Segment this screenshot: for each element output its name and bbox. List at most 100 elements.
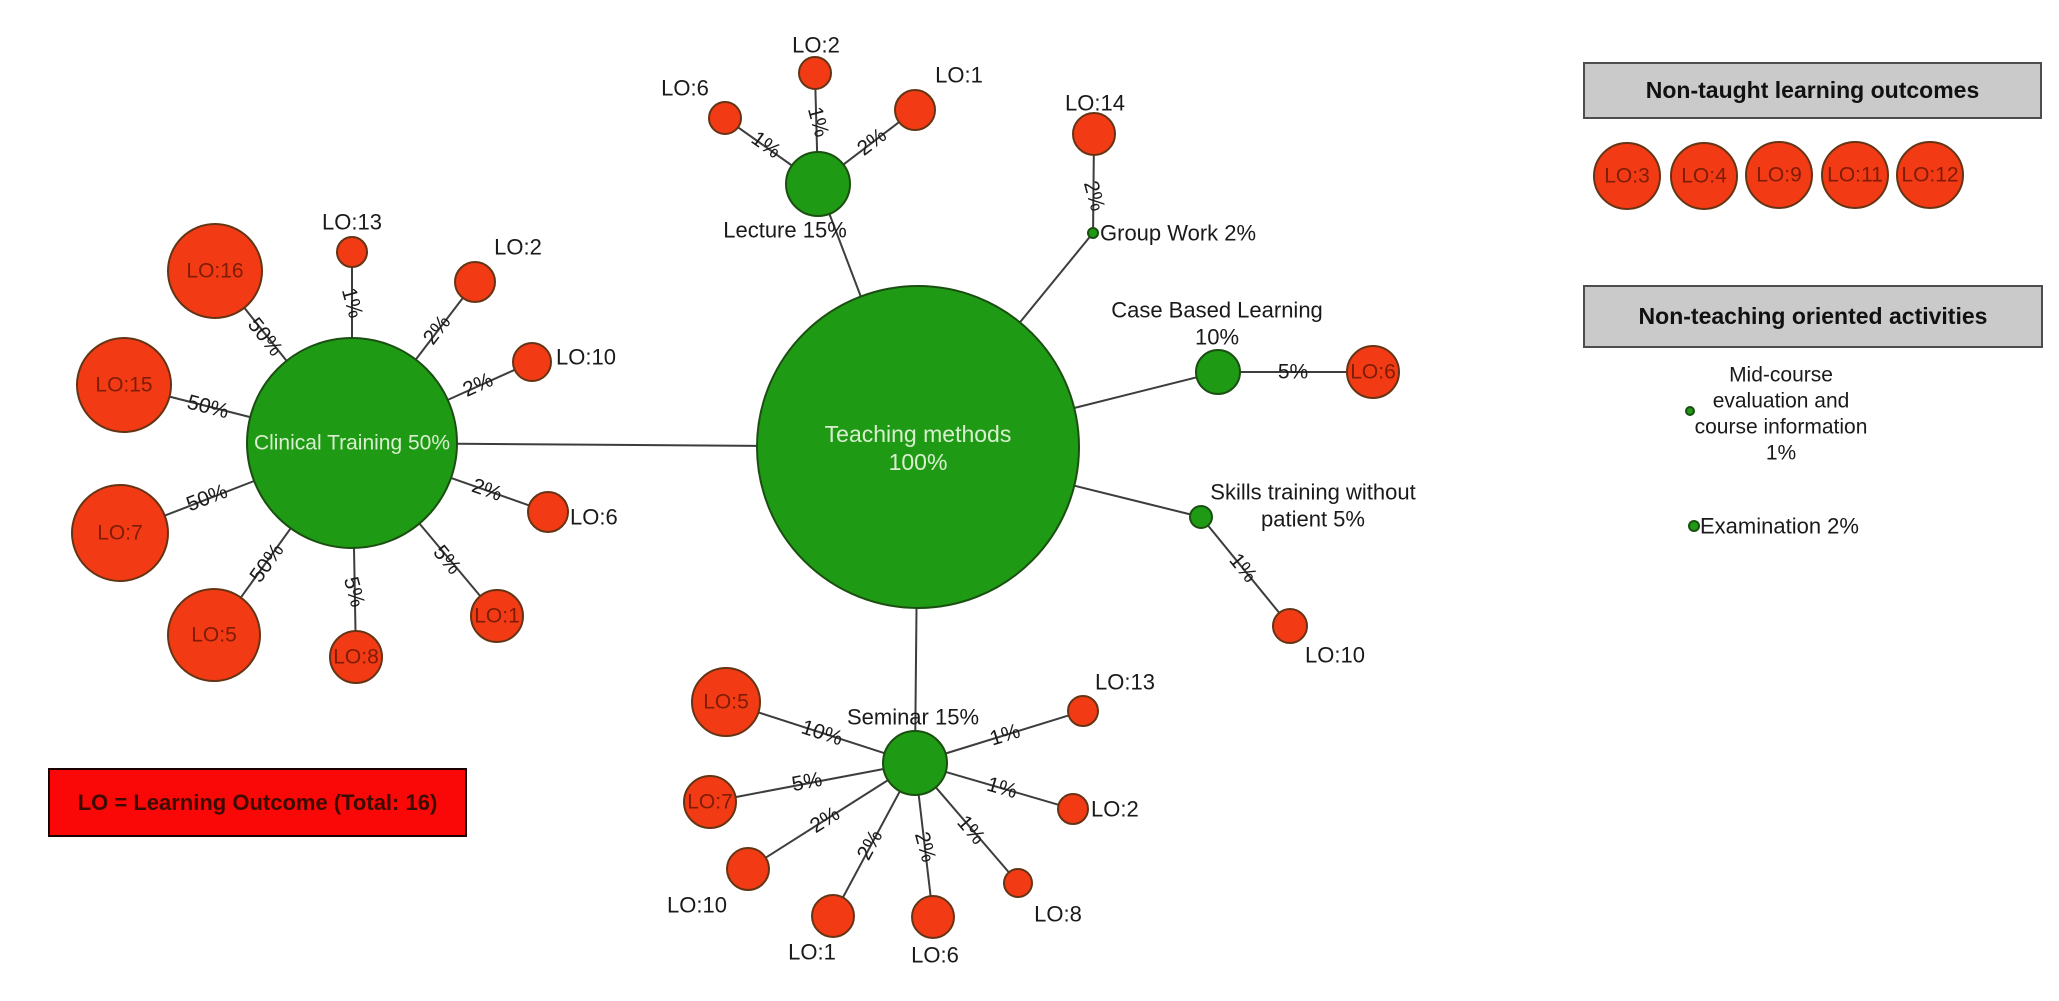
node-sk10-circle — [1272, 608, 1308, 644]
node-c2-label: LO:2 — [494, 235, 542, 260]
non-taught-outcomes-header: Non-taught learning outcomes — [1583, 62, 2042, 119]
node-lo14-label: LO:14 — [1065, 91, 1125, 116]
node-groupwork-label: Group Work 2% — [1100, 221, 1256, 246]
edge-clinical-c10 — [447, 368, 516, 401]
node-c1-label: LO:1 — [474, 605, 520, 628]
edge-clinical-c5-weight-label: 50% — [245, 539, 288, 587]
node-s2-label: LO:2 — [1091, 797, 1139, 822]
edge-lo14-groupwork-weight-label: 2% — [1079, 178, 1109, 213]
node-cbl-label-line1: Case Based Learning — [1111, 298, 1323, 323]
edge-teaching-skills — [1074, 484, 1191, 516]
node-s10-circle — [726, 847, 770, 891]
edge-seminar-s10-weight-label: 2% — [806, 802, 844, 838]
node-lecture-label: Lecture 15% — [723, 218, 847, 243]
edge-cbl-cbl6-weight-label: 5% — [1278, 361, 1308, 384]
node-seminar-circle — [882, 730, 948, 796]
edge-skills-sk10-weight-label: 1% — [1224, 549, 1261, 587]
edge-seminar-s13-weight-label: 1% — [987, 720, 1023, 751]
edge-lecture-l6 — [737, 126, 793, 167]
node-s2-circle — [1057, 793, 1089, 825]
edge-clinical-c5 — [239, 527, 292, 599]
node-lo14-circle — [1072, 112, 1116, 156]
node-c5-circle — [167, 588, 261, 682]
node-c7-label: LO:7 — [97, 522, 143, 545]
edge-clinical-c7 — [164, 480, 255, 517]
edge-skills-sk10 — [1207, 524, 1280, 614]
node-c1-circle — [470, 589, 524, 643]
node-exam-circle — [1688, 520, 1700, 532]
edge-clinical-c2 — [414, 297, 464, 361]
node-p3-circle — [1593, 142, 1661, 210]
edge-seminar-s6-weight-label: 2% — [910, 829, 940, 864]
node-midcourse-label-line1: Mid-course — [1729, 364, 1833, 387]
edge-clinical-c7-weight-label: 50% — [183, 480, 231, 517]
edge-seminar-s5 — [758, 711, 885, 755]
node-s13-circle — [1067, 695, 1099, 727]
edge-lecture-l2 — [814, 88, 819, 153]
node-midcourse-label-line4: 1% — [1766, 442, 1796, 465]
edge-clinical-c6 — [450, 476, 530, 507]
edge-clinical-c6-weight-label: 2% — [469, 474, 505, 506]
node-lecture-circle — [785, 151, 851, 217]
node-c13-label: LO:13 — [322, 210, 382, 235]
node-p9-label: LO:9 — [1756, 164, 1802, 187]
edge-lecture-l1 — [842, 121, 900, 166]
node-teaching-label-line2: 100% — [889, 449, 948, 475]
node-c6-circle — [527, 491, 569, 533]
node-p3-label: LO:3 — [1604, 165, 1650, 188]
edge-clinical-c10-weight-label: 2% — [459, 368, 496, 401]
node-p9-circle — [1745, 141, 1813, 209]
node-c2-circle — [454, 261, 496, 303]
node-c10-circle — [512, 342, 552, 382]
node-s7-circle — [683, 775, 737, 829]
node-midcourse-circle — [1685, 406, 1695, 416]
edge-seminar-s8 — [935, 786, 1010, 874]
node-skills-label-line1: Skills training without — [1210, 480, 1415, 505]
node-s7-label: LO:7 — [687, 791, 733, 814]
node-c13-circle — [336, 236, 368, 268]
node-cbl-label-line2: 10% — [1195, 325, 1239, 350]
node-c7-circle — [71, 484, 169, 582]
node-s5-label: LO:5 — [703, 691, 749, 714]
node-l2-label: LO:2 — [792, 33, 840, 58]
node-p12-circle — [1896, 141, 1964, 209]
node-c15-label: LO:15 — [95, 374, 152, 397]
edge-clinical-c8-weight-label: 5% — [339, 574, 369, 609]
edge-clinical-c16 — [243, 307, 288, 362]
node-skills-circle — [1189, 505, 1213, 529]
node-sk10-label: LO:10 — [1305, 643, 1365, 668]
edge-clinical-c13-weight-label: 1% — [337, 285, 367, 320]
edge-lecture-l1-weight-label: 2% — [853, 124, 891, 161]
node-groupwork-circle — [1087, 227, 1099, 239]
edge-seminar-s7 — [735, 768, 884, 799]
edge-teaching-lecture — [828, 213, 862, 297]
node-c10-label: LO:10 — [556, 345, 616, 370]
node-s6-label: LO:6 — [911, 943, 959, 968]
node-l6-circle — [708, 101, 742, 135]
node-s1-circle — [811, 894, 855, 938]
node-s13-label: LO:13 — [1095, 670, 1155, 695]
node-clinical-circle — [246, 337, 458, 549]
node-p11-circle — [1821, 141, 1889, 209]
node-c15-circle — [76, 337, 172, 433]
node-cbl6-circle — [1346, 345, 1400, 399]
edge-seminar-s2 — [945, 770, 1059, 806]
edge-seminar-s6 — [917, 794, 932, 897]
edge-seminar-s5-weight-label: 10% — [798, 716, 845, 751]
edge-seminar-s7-weight-label: 5% — [790, 768, 824, 796]
node-s6-circle — [911, 895, 955, 939]
node-c6-label: LO:6 — [570, 505, 618, 530]
edge-seminar-s1 — [842, 790, 901, 898]
node-midcourse-label-line2: evaluation and — [1713, 390, 1850, 413]
node-seminar-label: Seminar 15% — [847, 705, 979, 730]
edge-clinical-c2-weight-label: 2% — [419, 311, 456, 349]
node-c16-circle — [167, 223, 263, 319]
edge-seminar-s1-weight-label: 2% — [853, 826, 888, 864]
edge-seminar-s13 — [945, 714, 1069, 755]
node-teaching-label-line1: Teaching methods — [825, 421, 1012, 447]
node-l6-label: LO:6 — [661, 76, 709, 101]
node-clinical-label: Clinical Training 50% — [254, 432, 450, 455]
node-c5-label: LO:5 — [191, 624, 237, 647]
